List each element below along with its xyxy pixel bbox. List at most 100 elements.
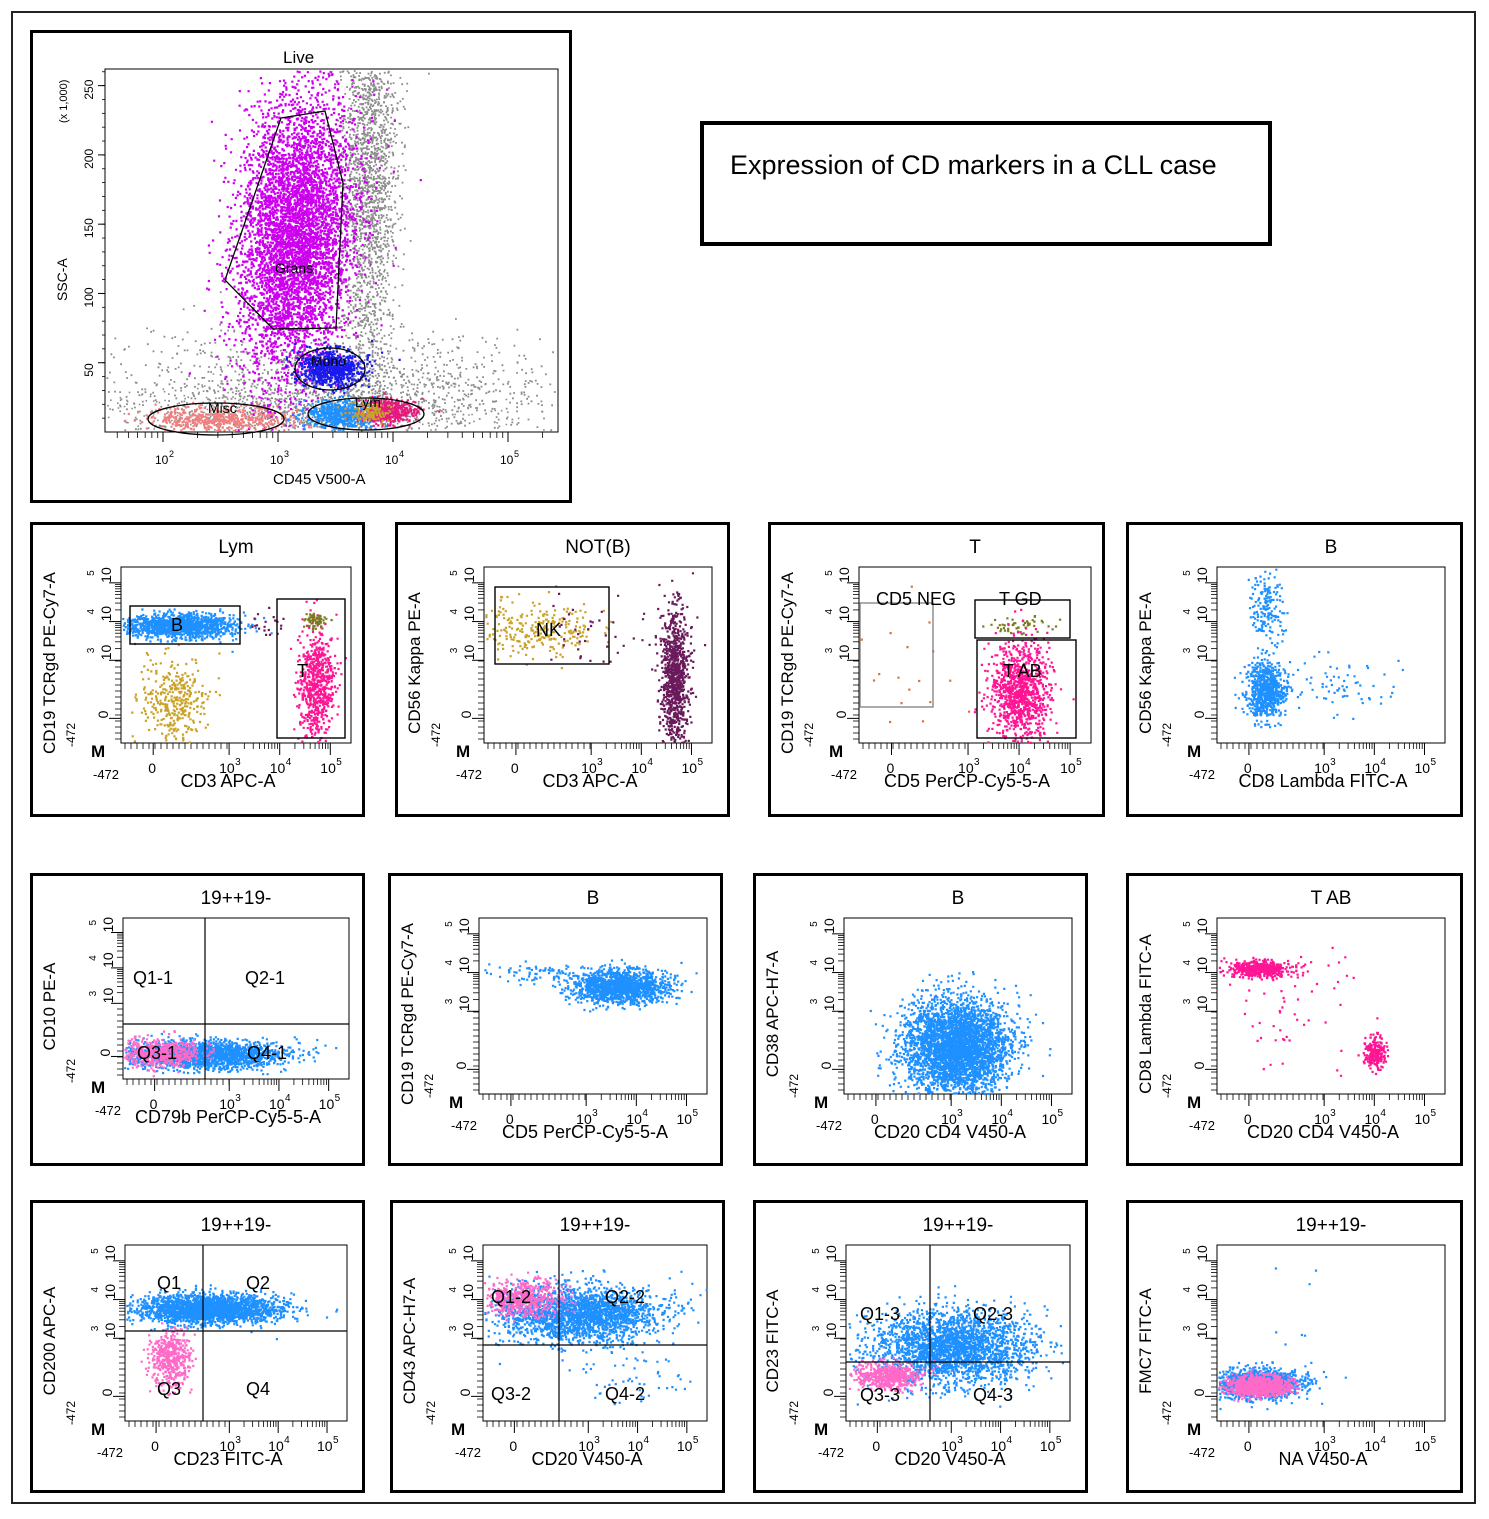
- plot-x-tick-label: 10: [317, 1438, 333, 1454]
- m-marker: M: [829, 742, 843, 761]
- plot-title: Lym: [218, 537, 253, 558]
- plot-y-tick-label: 10: [461, 644, 477, 660]
- plot-panel-cd19-cd5: B CD19 TCRgd PE-Cy7-A CD5 PerCP-Cy5-5-A M -4…: [388, 873, 723, 1166]
- gate-label-t-gd: T GD: [999, 589, 1042, 609]
- plot-y-tick-exp: 3: [811, 1325, 822, 1331]
- plot-x-tick-exp: 3: [1330, 757, 1336, 768]
- gate-nk: [494, 586, 610, 665]
- plot-y-label: CD10 PE-A: [40, 962, 59, 1051]
- main-x-tick-exp: 3: [284, 449, 289, 459]
- plot-x-tick-label: 10: [1414, 1438, 1430, 1454]
- plot-area: [858, 566, 1092, 744]
- m-marker: M: [814, 1420, 828, 1439]
- event-cloud: [336, 396, 393, 425]
- plot-y-label: CD19 TCRgd PE-Cy7-A: [398, 922, 417, 1105]
- gate-label-t-ab: T AB: [1003, 661, 1042, 681]
- figure-title-box: Expression of CD markers in a CLL case: [700, 121, 1272, 246]
- plot-x-tick-exp: 3: [957, 1108, 963, 1119]
- plot-panel-cd23: 19++19- CD23 FITC-A CD20 V450-A M -472 -472 0 1…: [753, 1200, 1088, 1493]
- plot-y-tick-exp: 3: [824, 647, 835, 653]
- m-marker: M: [449, 1093, 463, 1112]
- gate-label-t: T: [297, 661, 308, 681]
- gate-label-q3-1: Q3-1: [137, 1043, 177, 1063]
- gate-label-q2: Q2: [246, 1273, 270, 1293]
- plot-x-tick-label: 10: [320, 760, 336, 776]
- m-marker: M: [451, 1420, 465, 1439]
- plot-area: [478, 917, 708, 1095]
- plot-x-tick-label: 10: [1060, 760, 1076, 776]
- plot-x-tick-label: 10: [677, 1438, 693, 1454]
- plot-y-tick-label: 10: [1194, 606, 1210, 622]
- plot-y-tick-label: 10: [1194, 957, 1210, 973]
- plot-x-neg-label: -472: [95, 1103, 121, 1118]
- plot-x-tick-exp: 3: [957, 1435, 963, 1446]
- event-cloud: [484, 1271, 577, 1323]
- plot-y-tick-exp: 4: [90, 1287, 101, 1293]
- m-marker: M: [814, 1093, 828, 1112]
- plot-x-neg-label: -472: [455, 1445, 481, 1460]
- plot-title: B: [1325, 537, 1338, 558]
- plot-svg-cd10: 19++19- CD10 PE-A CD79b PerCP-Cy5-5-A M -472…: [40, 888, 350, 1127]
- gate-mono: [294, 347, 366, 391]
- plot-y-tick-label: 10: [461, 567, 477, 583]
- plot-x-tick-exp: 4: [286, 757, 292, 768]
- plot-y-tick-exp: 4: [811, 1287, 822, 1293]
- plot-y-neg-label: -472: [429, 723, 443, 747]
- gate-label-q4-1: Q4-1: [247, 1043, 287, 1063]
- plot-y-tick-exp: 4: [88, 955, 99, 961]
- plot-y-tick-label: 0: [95, 710, 111, 718]
- plot-x-neg-label: -472: [1189, 1118, 1215, 1133]
- plot-y-tick-exp: 4: [1182, 609, 1193, 615]
- main-y-unit: (x 1,000): [58, 80, 70, 123]
- plot-y-neg-label: -472: [1160, 723, 1174, 747]
- events: [1233, 568, 1404, 729]
- plot-svg-cd43: 19++19- CD43 APC-H7-A CD20 V450-A M -472 -472…: [400, 1215, 708, 1469]
- plot-x-label: CD20 CD4 V450-A: [874, 1122, 1026, 1142]
- plot-title: 19++19-: [923, 1215, 994, 1236]
- plot-x-tick-exp: 5: [697, 757, 703, 768]
- figure-title: Expression of CD markers in a CLL case: [730, 150, 1217, 180]
- plot-x-tick-label: 10: [676, 1111, 692, 1127]
- plot-y-tick-label: 10: [456, 995, 472, 1011]
- plot-y-neg-label: -472: [1160, 1074, 1174, 1098]
- main-x-tick-exp: 4: [399, 449, 404, 459]
- plot-x-tick-label: 0: [150, 1096, 158, 1112]
- plot-x-tick-exp: 4: [1007, 1435, 1013, 1446]
- plot-x-tick-label: 10: [991, 1111, 1007, 1127]
- event-cloud: [188, 70, 422, 432]
- plot-y-tick-label: 0: [1191, 1061, 1207, 1069]
- plot-x-label: CD3 APC-A: [542, 771, 637, 791]
- plot-y-tick-exp: 3: [809, 998, 820, 1004]
- plot-x-tick-exp: 4: [1025, 757, 1031, 768]
- plot-x-tick-label: 10: [268, 1438, 284, 1454]
- plot-y-tick-exp: 5: [824, 570, 835, 576]
- plot-x-tick-label: 10: [319, 1096, 335, 1112]
- plot-x-tick-exp: 4: [642, 1108, 648, 1119]
- plot-y-tick-exp: 4: [449, 609, 460, 615]
- event-cloud: [140, 1322, 197, 1397]
- plot-x-tick-label: 10: [269, 1096, 285, 1112]
- plot-title: 19++19-: [1296, 1215, 1367, 1236]
- plot-x-tick-exp: 5: [1430, 1435, 1436, 1446]
- event-cloud: [551, 958, 698, 1013]
- plot-y-tick-label: 10: [836, 606, 852, 622]
- plot-x-tick-exp: 3: [1330, 1108, 1336, 1119]
- plot-panel-cd200: 19++19- CD200 APC-A CD23 FITC-A M -472 -472 0 1…: [30, 1200, 365, 1493]
- gate-label-b: B: [171, 615, 183, 635]
- gate-label-q3: Q3: [157, 1379, 181, 1399]
- plot-y-label: CD43 APC-H7-A: [400, 1277, 419, 1404]
- plot-y-neg-label: -472: [64, 1059, 78, 1083]
- plot-x-tick-label: 10: [1314, 760, 1330, 776]
- plot-y-neg-label: -472: [787, 1401, 801, 1425]
- plot-x-tick-label: 10: [1414, 760, 1430, 776]
- plot-y-label: CD200 APC-A: [40, 1286, 59, 1395]
- plot-area: [124, 1244, 348, 1422]
- plot-y-tick-exp: 4: [1182, 960, 1193, 966]
- plot-y-tick-exp: 3: [88, 990, 99, 996]
- main-y-tick-label: 250: [82, 79, 96, 99]
- plot-x-tick-label: 0: [151, 1438, 159, 1454]
- main-x-tick-label: 10: [155, 453, 169, 467]
- gate-label-grans: Grans: [275, 260, 313, 276]
- event-cloud: [1229, 946, 1379, 1077]
- plot-y-tick-exp: 3: [1182, 998, 1193, 1004]
